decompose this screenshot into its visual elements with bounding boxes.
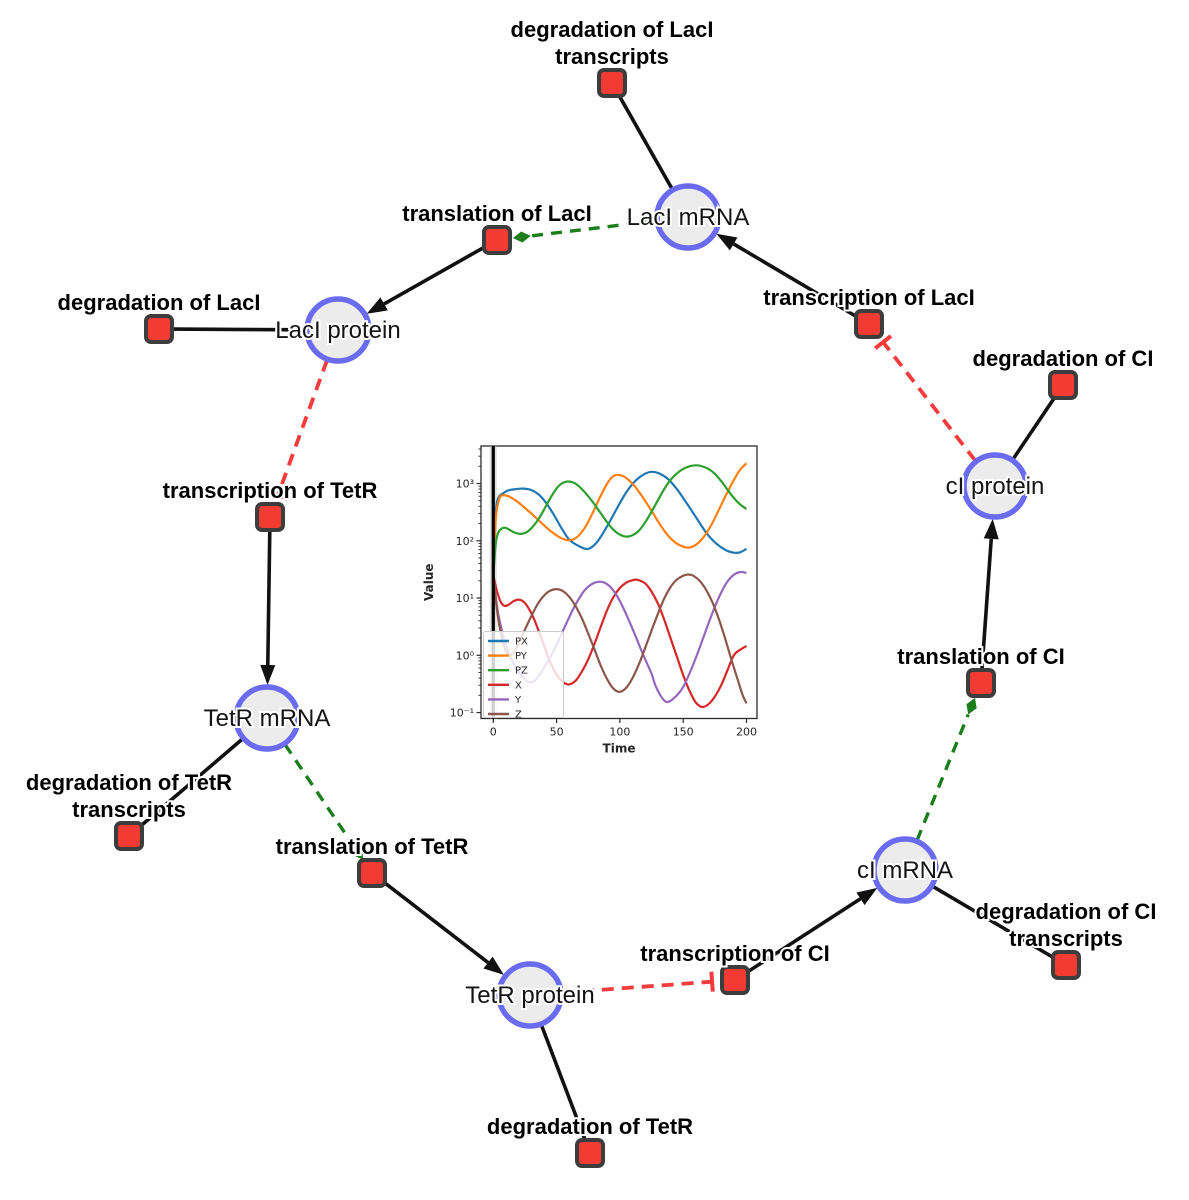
reaction-label-deg_laci_tx-line1: transcripts xyxy=(555,44,669,69)
edge-production-transl_laci-to-laci_protein xyxy=(366,245,486,314)
chart-legend: PX PY PZ XYZ xyxy=(483,631,564,721)
chart-ticks: 0 50 100 150 200 10⁻¹ 10⁰ 10¹ 10² 10³ xyxy=(450,448,757,739)
species-label-ci_mrna: cI mRNA xyxy=(857,857,953,884)
x-tick-label: 50 xyxy=(550,726,564,739)
legend-label-PX: PX xyxy=(515,637,528,648)
species-label-laci_mrna: LacI mRNA xyxy=(627,204,750,231)
legend-label-Y: Y xyxy=(514,695,522,706)
x-axis-title: Time xyxy=(603,742,636,756)
reaction-label-deg_ci_tx-line0: degradation of CI xyxy=(976,899,1157,924)
species-node-laci_protein xyxy=(304,296,372,364)
edge-modifier-ci_mrna-to-transl_ci xyxy=(915,697,977,841)
edge-production-transl_ci-to-ci_protein xyxy=(980,518,999,670)
reaction-node-transl_laci xyxy=(482,225,512,255)
series-line-PZ xyxy=(492,464,748,576)
edge-production-txn_laci-to-laci_mrna xyxy=(716,233,858,319)
edge-production-transl_tetr-to-tetr_protein xyxy=(381,880,504,975)
legend-label-PZ: PZ xyxy=(515,666,528,677)
edge-inhibition-ci_protein-to-txn_laci xyxy=(873,334,977,462)
species-label-tetr_protein: TetR protein xyxy=(465,982,594,1009)
reaction-node-deg_ci xyxy=(1048,370,1078,400)
series-line-X xyxy=(492,574,748,709)
edge-modifier-tetr_mrna-to-transl_tetr xyxy=(283,743,364,860)
chart-plot-area xyxy=(489,446,748,719)
reaction-node-txn_laci xyxy=(854,309,884,339)
reaction-label-deg_laci_tx-line0: degradation of LacI xyxy=(511,17,714,42)
species-node-ci_protein xyxy=(961,452,1029,520)
x-tick-label: 100 xyxy=(609,726,630,739)
reaction-node-deg_laci xyxy=(144,314,174,344)
y-tick-label: 10⁰ xyxy=(456,649,475,662)
y-tick-label: 10³ xyxy=(456,478,474,491)
reaction-label-deg_ci-line0: degradation of CI xyxy=(973,346,1154,371)
edge-inhibition-laci_protein-to-txn_tetr xyxy=(267,359,329,501)
reaction-label-deg_ci_tx-line1: transcripts xyxy=(1009,926,1123,951)
x-tick-label: 150 xyxy=(673,726,694,739)
species-label-laci_protein: LacI protein xyxy=(275,317,400,344)
reaction-node-txn_ci xyxy=(720,965,750,995)
reaction-node-transl_ci xyxy=(966,668,996,698)
y-axis-title: Value xyxy=(422,563,436,601)
reaction-label-txn_tetr-line0: transcription of TetR xyxy=(163,478,378,503)
label-layer: LacI mRNA LacI protein TetR mRNA TetR prote… xyxy=(24,15,1159,1141)
x-tick-label: 0 xyxy=(490,726,497,739)
x-tick-label: 200 xyxy=(736,726,757,739)
reaction-label-transl_laci-line0: translation of LacI xyxy=(402,201,591,226)
species-node-tetr_mrna xyxy=(233,684,301,752)
edge-consumption-tetr_protein-to-deg_tetr xyxy=(539,1024,587,1141)
species-node-tetr_protein xyxy=(496,961,564,1029)
edge-production-txn_tetr-to-tetr_mrna xyxy=(260,530,276,686)
reaction-label-transl_ci-line0: translation of CI xyxy=(897,644,1064,669)
reaction-label-deg_tetr-line0: degradation of TetR xyxy=(487,1114,693,1139)
reaction-node-deg_laci_tx xyxy=(597,68,627,98)
reaction-label-deg_tetr_tx-line0: degradation of TetR xyxy=(26,770,232,795)
species-label-ci_protein: cI protein xyxy=(946,473,1045,500)
reaction-label-deg_tetr_tx-line1: transcripts xyxy=(72,797,186,822)
reaction-node-deg_tetr_tx xyxy=(114,821,144,851)
species-label-tetr_mrna: TetR mRNA xyxy=(204,705,331,732)
legend-label-Z: Z xyxy=(515,710,522,721)
edge-consumption-laci_mrna-to-deg_laci_tx xyxy=(617,94,674,191)
y-tick-label: 10¹ xyxy=(456,592,474,605)
legend-label-X: X xyxy=(515,680,522,691)
reaction-label-deg_laci-line0: degradation of LacI xyxy=(58,290,261,315)
y-tick-label: 10² xyxy=(456,535,474,548)
reaction-node-txn_tetr xyxy=(255,502,285,532)
edge-consumption-ci_mrna-to-deg_ci_tx xyxy=(931,884,1055,960)
reaction-node-deg_ci_tx xyxy=(1051,950,1081,980)
reaction-label-txn_ci-line0: transcription of CI xyxy=(640,941,829,966)
edge-consumption-ci_protein-to-deg_ci xyxy=(1011,395,1057,461)
reaction-label-transl_tetr-line0: translation of TetR xyxy=(276,834,469,859)
edge-inhibition-tetr_protein-to-txn_ci xyxy=(561,971,715,995)
species-node-laci_mrna xyxy=(654,183,722,251)
edge-consumption-laci_protein-to-deg_laci xyxy=(172,327,307,332)
inset-timeseries-chart: 0 50 100 150 20010⁻¹10⁰10¹10²10³TimeValuePXP… xyxy=(422,445,758,756)
edge-production-txn_ci-to-ci_mrna xyxy=(745,887,878,974)
reaction-label-txn_laci-line0: transcription of LacI xyxy=(763,285,974,310)
series-line-PY xyxy=(492,462,748,576)
species-node-ci_mrna xyxy=(871,836,939,904)
edge-modifier-laci_mrna-to-transl_laci xyxy=(512,219,657,243)
reaction-node-transl_tetr xyxy=(357,858,387,888)
y-tick-label: 10⁻¹ xyxy=(450,707,474,720)
reaction-node-deg_tetr xyxy=(575,1138,605,1168)
legend-label-PY: PY xyxy=(515,651,528,662)
series-line-PX xyxy=(492,470,748,576)
edge-layer xyxy=(138,94,1057,1141)
edge-consumption-tetr_mrna-to-deg_tetr_tx xyxy=(138,737,244,829)
node-layer xyxy=(114,68,1081,1168)
